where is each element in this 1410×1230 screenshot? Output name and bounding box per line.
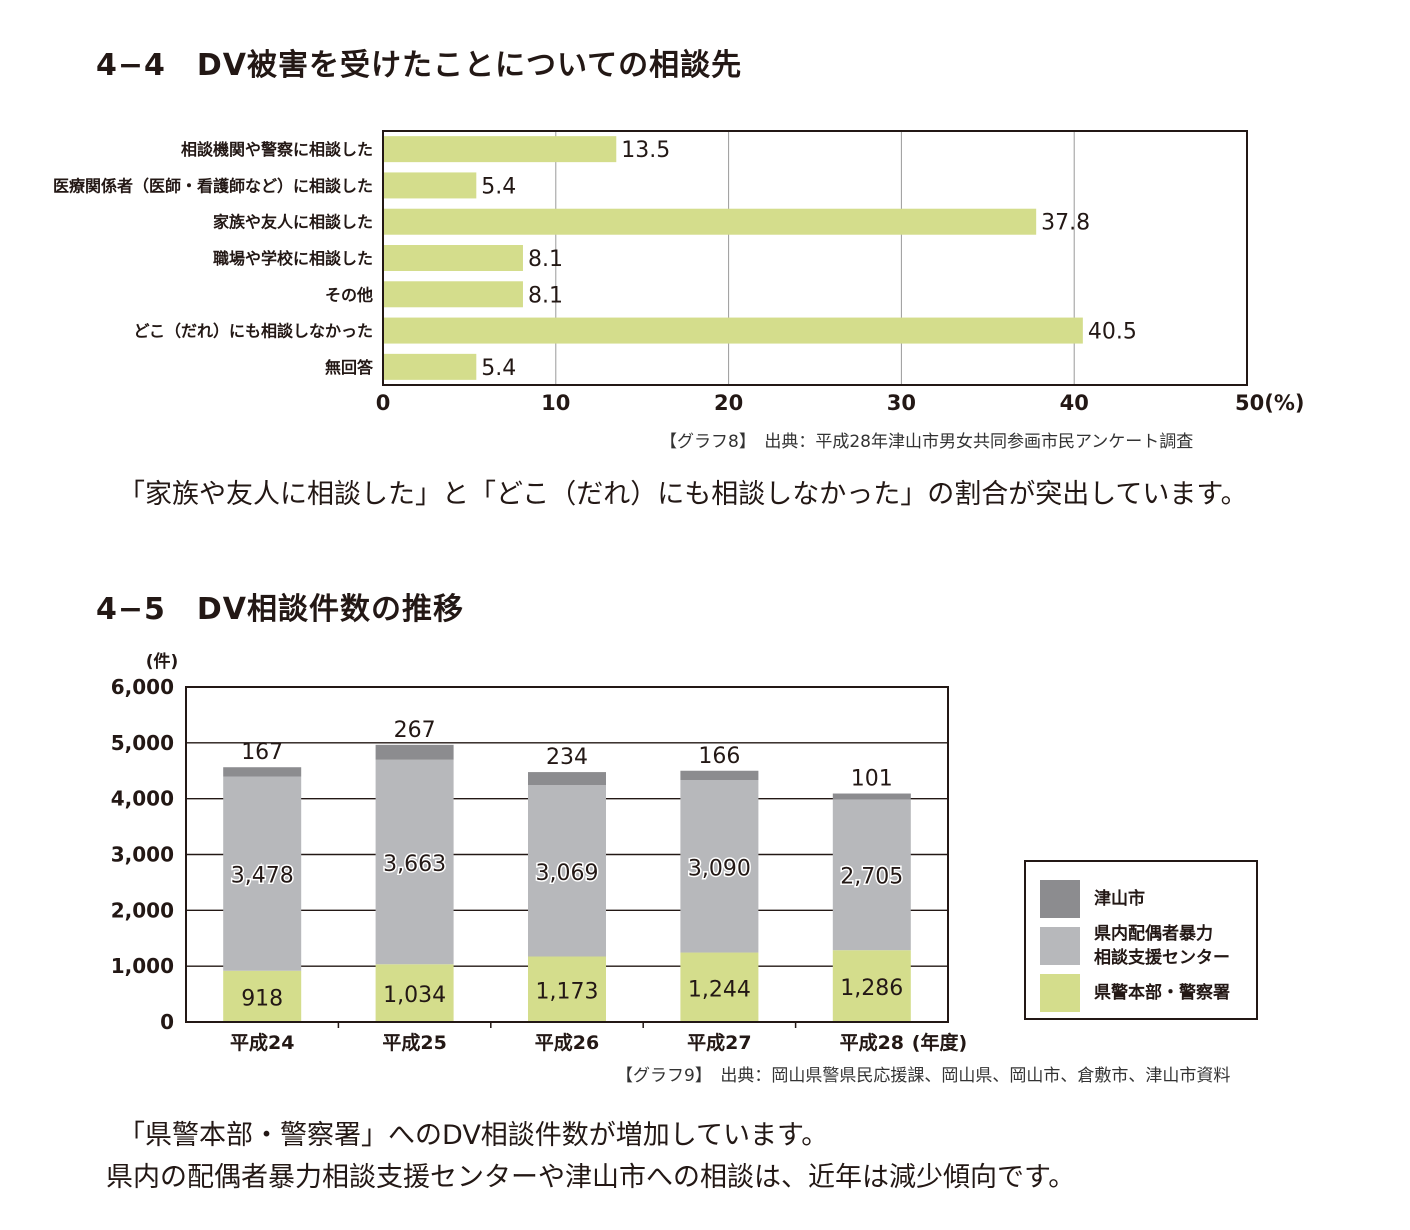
x-tick-label: 40 [1060, 391, 1089, 415]
x-category-label: 平成26 [535, 1031, 599, 1054]
stacked-segment [375, 964, 454, 1022]
stacked-segment [528, 785, 606, 957]
segment-value-label: 918 [241, 986, 283, 1011]
plot-frame [185, 686, 949, 1023]
category-label: その他 [325, 285, 373, 304]
y-tick-label: 6,000 [111, 675, 174, 699]
x-tick-label: 10 [541, 391, 570, 415]
stacked-segment [223, 776, 302, 971]
bar [384, 281, 523, 308]
stacked-segment [375, 759, 454, 965]
bar [384, 172, 477, 199]
category-label: どこ（だれ）にも相談しなかった [133, 322, 373, 341]
legend-label-police: 県警本部・警察署 [1094, 983, 1230, 1003]
y-tick-label: 4,000 [111, 787, 174, 811]
graph8-comment: 「家族や友人に相談した」と「どこ（だれ）にも相談しなかった」の割合が突出していま… [118, 479, 1248, 510]
legend-item-support-center: 県内配偶者暴力 相談支援センター [1040, 922, 1230, 970]
category-label: 家族や友人に相談した [213, 213, 373, 232]
x-category-label: 平成24 [230, 1031, 294, 1054]
legend-swatch-tsuyama [1040, 880, 1080, 918]
legend-label-tsuyama: 津山市 [1094, 889, 1145, 909]
graph9-comment-1: 「県警本部・警察署」へのDV相談件数が増加しています。 [118, 1120, 829, 1151]
legend-swatch-support-center [1040, 927, 1080, 965]
segment-value-label: 3,663 [383, 852, 446, 877]
x-tick-label: 20 [714, 391, 743, 415]
bar [384, 317, 1083, 344]
section-title-4-4: 4−4 DV被害を受けたことについての相談先 [96, 48, 743, 83]
legend-item-police: 県警本部・警察署 [1040, 974, 1230, 1012]
segment-value-label: 234 [546, 745, 588, 770]
bar-value-label: 13.5 [621, 138, 670, 163]
segment-value-label: 101 [851, 767, 893, 792]
stacked-segment [832, 799, 911, 951]
x-category-label: 平成28 [840, 1031, 904, 1054]
stacked-segment [375, 744, 454, 760]
stacked-segment [832, 793, 911, 800]
legend-item-tsuyama: 津山市 [1040, 880, 1145, 918]
stacked-segment [832, 950, 911, 1022]
segment-value-label: 166 [698, 744, 740, 769]
plot-frame [382, 130, 1248, 386]
stacked-segment [223, 970, 302, 1022]
x-tick-label: 0 [376, 391, 391, 415]
category-label: 相談機関や警察に相談した [181, 140, 373, 159]
graph8-source: 【グラフ8】 出典：平成28年津山市男女共同参画市民アンケート調査 [660, 432, 1194, 452]
graph9-comment-2: 県内の配偶者暴力相談支援センターや津山市への相談は、近年は減少傾向です。 [106, 1162, 1076, 1193]
segment-value-label: 2,705 [840, 865, 903, 890]
x-tick-label: 30 [887, 391, 916, 415]
category-label: 医療関係者（医師・看護師など）に相談した [53, 176, 373, 195]
stacked-segment [223, 767, 302, 777]
legend-swatch-police [1040, 974, 1080, 1012]
y-tick-label: 1,000 [111, 954, 174, 978]
consultation-destination-bar-chart: 13.5 相談機関や警察に相談した 5.4 医療関係者（医師・看護師など）に相談した 3… [53, 130, 1304, 415]
segment-value-label: 3,478 [231, 864, 294, 889]
chart-legend: 津山市 県内配偶者暴力 相談支援センター 県警本部・警察署 [1024, 860, 1258, 1020]
segment-value-label: 1,244 [688, 977, 751, 1002]
category-label: 無回答 [325, 358, 374, 377]
section-title-4-5: 4−5 DV相談件数の推移 [96, 592, 465, 627]
bar [384, 245, 523, 271]
graph9-source: 【グラフ9】 出典：岡山県警県民応援課、岡山県、岡山市、倉敷市、津山市資料 [616, 1066, 1231, 1086]
bar-value-label: 40.5 [1088, 320, 1137, 345]
stacked-segment [528, 772, 606, 786]
segment-value-label: 3,090 [688, 856, 751, 881]
bar-value-label: 5.4 [481, 174, 516, 199]
stacked-segment [680, 780, 759, 953]
x-tick-label: 50(%) [1235, 391, 1304, 415]
segment-value-label: 1,034 [383, 983, 446, 1008]
segment-value-label: 167 [241, 740, 283, 765]
bar [384, 353, 477, 380]
bar-value-label: 8.1 [528, 283, 563, 308]
bar-value-label: 5.4 [481, 356, 516, 381]
x-category-label: 平成25 [382, 1031, 446, 1054]
y-tick-label: 0 [160, 1010, 174, 1034]
bar-value-label: 8.1 [528, 247, 563, 272]
x-unit-label: (年度) [912, 1031, 967, 1054]
bar-value-label: 37.8 [1041, 211, 1090, 236]
y-tick-label: 2,000 [111, 898, 174, 922]
x-category-label: 平成27 [687, 1031, 751, 1054]
legend-label-support-center: 県内配偶者暴力 相談支援センター [1094, 924, 1230, 968]
segment-value-label: 1,286 [840, 976, 903, 1001]
bar [384, 208, 1037, 235]
category-label: 職場や学校に相談した [213, 249, 373, 268]
bar [384, 136, 617, 163]
segment-value-label: 1,173 [536, 979, 599, 1004]
segment-value-label: 267 [394, 718, 436, 743]
stacked-segment [680, 952, 759, 1022]
y-tick-label: 3,000 [111, 843, 174, 867]
stacked-segment [680, 770, 759, 781]
stacked-segment [528, 956, 606, 1022]
y-tick-label: 5,000 [111, 731, 174, 755]
segment-value-label: 3,069 [536, 861, 599, 886]
y-unit-label: (件) [146, 651, 179, 672]
